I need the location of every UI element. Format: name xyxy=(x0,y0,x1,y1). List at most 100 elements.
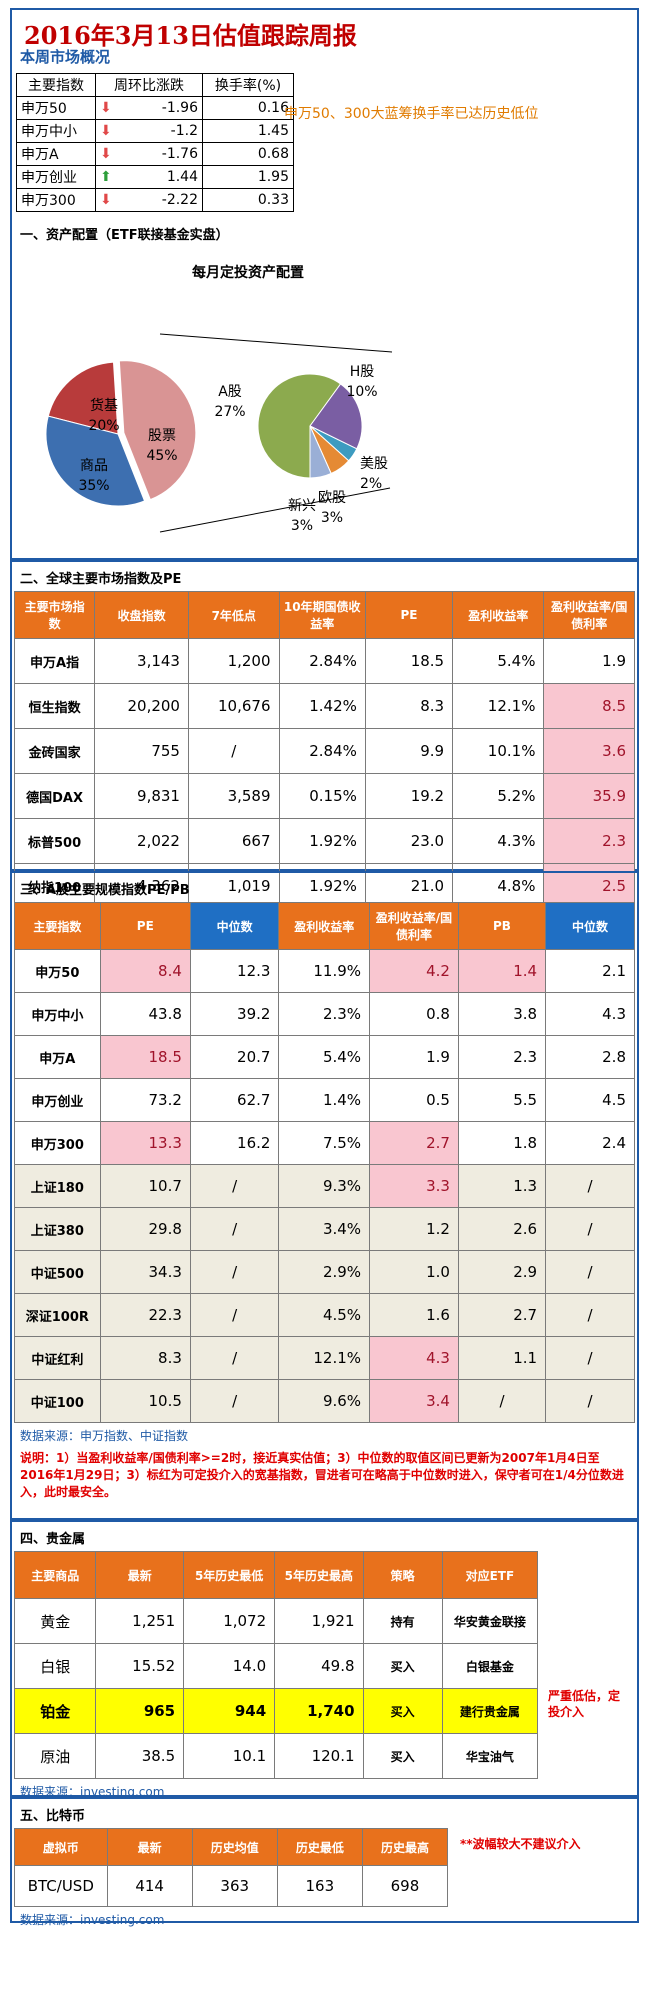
cell-low7: / xyxy=(187,728,280,774)
cell-pe-med: / xyxy=(189,1250,280,1294)
cell-bond: 2.84% xyxy=(278,728,366,774)
s3-col-0: 主要指数 xyxy=(14,902,101,950)
cell-high: 698 xyxy=(361,1865,449,1907)
cell-high: 49.8 xyxy=(274,1643,364,1689)
cell-strategy: 买入 xyxy=(362,1643,443,1689)
table-row: 标普500 2,022 667 1.92% 23.0 4.3% 2.3 xyxy=(13,818,635,864)
col-index: 主要指数 xyxy=(16,73,96,97)
table-row: 中证红利 8.3/12.1% 4.3 1.1/ xyxy=(14,1336,635,1380)
s2-col-3: 10年期国债收益率 xyxy=(278,591,366,639)
cell-etf: 建行贵金属 xyxy=(441,1688,539,1734)
cell-pb: 2.3 xyxy=(457,1035,547,1079)
cell-ratio: 3.6 xyxy=(543,728,635,774)
market-row: 申万创业 ⬆ 1.44 1.95 xyxy=(16,165,294,189)
market-turnover: 0.68 xyxy=(202,142,294,166)
cell-pe: 29.8 xyxy=(99,1207,191,1251)
cell-latest: 15.52 xyxy=(95,1643,185,1689)
cell-ratio: 8.5 xyxy=(543,683,635,729)
cell-low7: 1,200 xyxy=(187,638,280,684)
cell-pe-med: / xyxy=(189,1164,280,1208)
market-change-cell: ⬇ -1.96 xyxy=(95,96,203,120)
cell-low: 944 xyxy=(183,1688,276,1734)
cell-pb: 3.8 xyxy=(457,992,547,1036)
market-change-value: -1.2 xyxy=(170,123,198,139)
pie-value-1-0: 27% xyxy=(214,404,245,420)
cell-pe: 18.5 xyxy=(364,638,454,684)
pie-slice-1-1 xyxy=(309,383,363,450)
index-name: 申万A xyxy=(14,1035,101,1079)
cell-pb: / xyxy=(457,1379,547,1423)
table-row: 申万A 18.5 20.7 5.4% 1.9 2.3 2.8 xyxy=(14,1035,635,1079)
s2-col-4: PE xyxy=(364,591,454,639)
cell-low7: 3,589 xyxy=(187,773,280,819)
pie-slice-0-2 xyxy=(45,415,146,507)
cell-low7: 1,019 xyxy=(187,863,280,909)
s4-col-5: 对应ETF xyxy=(441,1551,539,1599)
cell-low: 163 xyxy=(276,1865,363,1907)
chart1-title: 每月定投资产配置 xyxy=(192,265,304,281)
cell-pe-med: 20.7 xyxy=(189,1035,280,1079)
cell-ratio: 3.3 xyxy=(369,1164,459,1208)
market-name: 申万A指 xyxy=(13,638,96,684)
pie-label-0-2: 商品 xyxy=(80,458,108,474)
section1-title: 一、资产配置（ETF联接基金实盘） xyxy=(20,228,229,243)
pie-value-1-4: 3% xyxy=(291,518,313,534)
arrow-down-icon: ⬇ xyxy=(100,192,112,208)
cell-pe: 34.3 xyxy=(99,1250,191,1294)
cell-pb-med: / xyxy=(545,1293,635,1337)
table-row: 申万创业 73.2 62.7 1.4% 0.5 5.5 4.5 xyxy=(14,1078,635,1122)
cell-high: 120.1 xyxy=(274,1733,364,1779)
cell-pb: 2.6 xyxy=(457,1207,547,1251)
table-row: 德国DAX 9,831 3,589 0.15% 19.2 5.2% 35.9 xyxy=(13,773,635,819)
s2-col-1: 收盘指数 xyxy=(94,591,189,639)
cell-ratio: 0.5 xyxy=(369,1078,459,1122)
overview-subtitle: 本周市场概况 xyxy=(20,48,111,66)
cell-ratio: 1.2 xyxy=(369,1207,459,1251)
arrow-down-icon: ⬇ xyxy=(100,100,112,116)
s2-col-0: 主要市场指数 xyxy=(13,591,96,639)
cell-pb: 1.8 xyxy=(457,1121,547,1165)
index-name: 申万创业 xyxy=(14,1078,101,1122)
bitcoin-table: 虚拟币 最新 历史均值 历史最低 历史最高 BTC/USD 414 363 163 69… xyxy=(14,1828,449,1907)
market-name: 金砖国家 xyxy=(13,728,96,774)
market-name: 恒生指数 xyxy=(13,683,96,729)
cell-ratio: 1.9 xyxy=(543,638,635,684)
market-change-cell: ⬇ -2.22 xyxy=(95,188,203,212)
cell-ratio: 4.2 xyxy=(369,949,459,993)
report-page: 2016年3月13日估值跟踪周报 本周市场概况 主要指数 周环比涨跌 换手率(%… xyxy=(0,8,649,2005)
cell-ratio: 1.6 xyxy=(369,1293,459,1337)
table-row: 申万A指 3,143 1,200 2.84% 18.5 5.4% 1.9 xyxy=(13,638,635,684)
cell-close: 755 xyxy=(94,728,189,774)
pie-slice-1-4 xyxy=(309,425,332,479)
market-change-value: 1.44 xyxy=(166,169,198,185)
commodity-name: 黄金 xyxy=(13,1598,97,1644)
pie-label-1-4: 新兴 xyxy=(288,498,316,514)
pie-value-0-1: 45% xyxy=(146,448,177,464)
cell-low: 10.1 xyxy=(183,1733,276,1779)
cell-pb: 1.4 xyxy=(457,949,547,993)
table-row: 上证180 10.7/9.3% 3.3 1.3/ xyxy=(14,1164,635,1208)
s3-col-5: PB xyxy=(457,902,547,950)
market-change-value: -1.96 xyxy=(161,100,198,116)
market-name: 标普500 xyxy=(13,818,96,864)
section3-title: 三、A股主要规模指数PE/PB xyxy=(20,883,190,898)
s2-col-5: 盈利收益率 xyxy=(452,591,545,639)
market-index-name: 申万中小 xyxy=(16,119,96,143)
cell-pe-med: 12.3 xyxy=(189,949,280,993)
bitcoin-note: **波幅较大不建议介入 xyxy=(460,1837,581,1851)
s3-col-6: 中位数 xyxy=(545,902,635,950)
market-name: 德国DAX xyxy=(13,773,96,819)
cell-pe-med: 39.2 xyxy=(189,992,280,1036)
cell-ratio: 1.9 xyxy=(369,1035,459,1079)
cell-pe: 23.0 xyxy=(364,818,454,864)
index-name: 申万50 xyxy=(14,949,101,993)
cell-pe: 43.8 xyxy=(99,992,191,1036)
cell-high: 1,740 xyxy=(274,1688,364,1734)
pie-label-1-0: A股 xyxy=(218,384,242,400)
cell-ey: 3.4% xyxy=(278,1207,371,1251)
cell-ey: 2.3% xyxy=(278,992,371,1036)
s5-col-2: 历史均值 xyxy=(191,1828,278,1866)
index-name: 中证500 xyxy=(14,1250,101,1294)
s2-col-2: 7年低点 xyxy=(187,591,280,639)
section4-title: 四、贵金属 xyxy=(20,1532,86,1547)
